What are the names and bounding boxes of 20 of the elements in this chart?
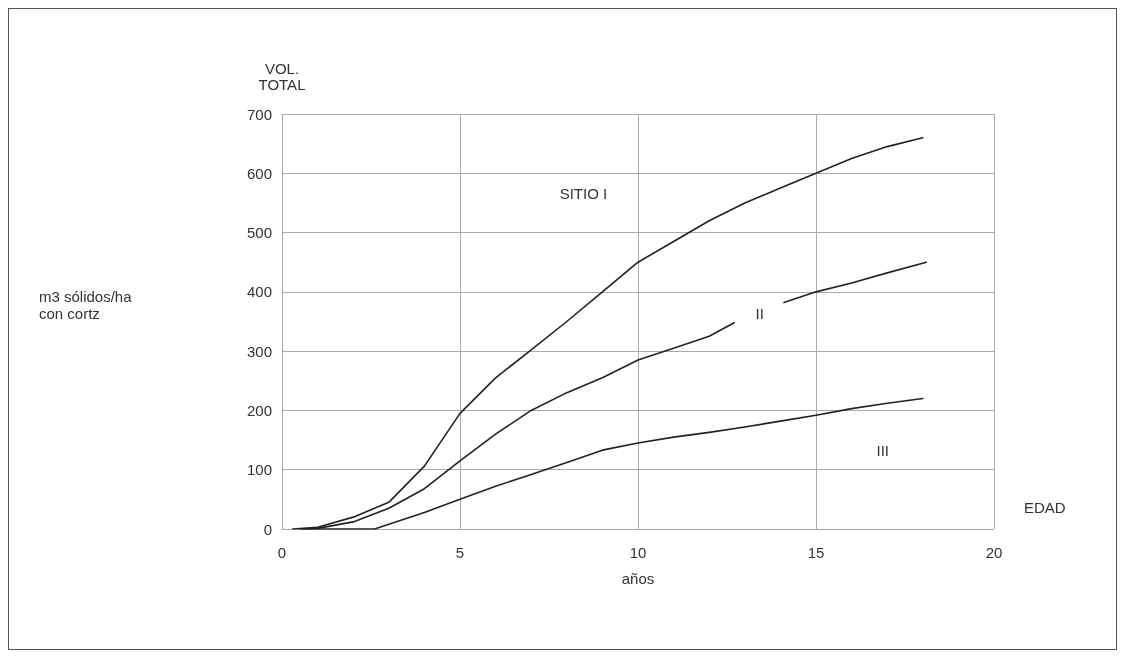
annotation: SITIO I — [559, 184, 608, 202]
y-axis-title: VOL. TOTAL — [258, 59, 306, 93]
x-tick-label: 20 — [985, 544, 1003, 561]
x-tick-label: 0 — [277, 544, 287, 561]
annotation: III — [876, 441, 890, 459]
y-tick-label: 100 — [246, 461, 272, 479]
x-tick-label: 5 — [455, 544, 465, 561]
y-tick-label: 500 — [246, 224, 272, 242]
annotation: II — [755, 304, 764, 322]
y-tick-label: 400 — [246, 283, 272, 301]
text: EDAD — [1024, 499, 1066, 516]
x-tick-label: 10 — [629, 544, 647, 561]
x-tick-label: 15 — [807, 544, 825, 561]
y-tick-label: 200 — [246, 401, 272, 419]
y-tick-label: 0 — [263, 520, 272, 538]
x-axis-title: años — [621, 570, 655, 587]
y-tick-label: 600 — [246, 164, 272, 182]
text: m3 sólidos/ha con cortz — [39, 288, 133, 323]
y-tick-label: 700 — [246, 105, 272, 123]
y-tick-label: 300 — [246, 342, 272, 360]
